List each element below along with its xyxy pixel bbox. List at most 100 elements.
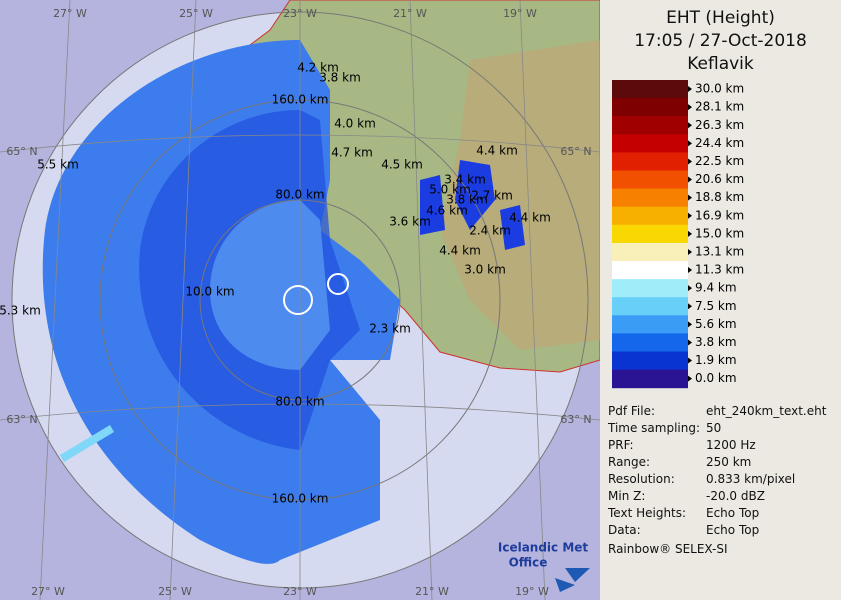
scale-label: 1.9 km xyxy=(695,353,737,367)
map-label: 10.0 km xyxy=(185,285,234,299)
scale-label: 30.0 km xyxy=(695,82,744,96)
radar-site xyxy=(327,273,349,295)
scale-band xyxy=(612,98,688,117)
scale-tick xyxy=(688,212,692,219)
scale-label: 20.6 km xyxy=(695,172,744,186)
grid-label: 65° N xyxy=(560,145,591,158)
info-value: 0.833 km/pixel xyxy=(706,472,796,486)
scale-label: 7.5 km xyxy=(695,299,737,313)
scale-band xyxy=(612,333,688,352)
scale-label: 26.3 km xyxy=(695,118,744,132)
info-row: Text Heights: Echo Top xyxy=(608,506,759,520)
info-value: 1200 Hz xyxy=(706,438,756,452)
map-label: 4.4 km xyxy=(476,144,518,158)
map-label: 4.4 km xyxy=(509,211,551,225)
graticule xyxy=(0,0,600,600)
scale-band xyxy=(612,279,688,298)
scale-tick xyxy=(688,86,692,93)
grid-label: 23° W xyxy=(283,585,317,598)
grid-label: 19° W xyxy=(503,7,537,20)
scale-label: 9.4 km xyxy=(695,281,737,295)
info-value: eht_240km_text.eht xyxy=(706,404,827,418)
map-label: 80.0 km xyxy=(275,395,324,409)
scale-label: 16.9 km xyxy=(695,208,744,222)
scale-tick xyxy=(688,158,692,165)
scale-tick xyxy=(688,104,692,111)
info-row: PRF: 1200 Hz xyxy=(608,438,756,452)
scale-label: 3.8 km xyxy=(695,335,737,349)
scale-tick xyxy=(688,285,692,292)
scale-tick xyxy=(688,140,692,147)
scale-label: 15.0 km xyxy=(695,226,744,240)
scale-band xyxy=(612,297,688,316)
info-key: PRF: xyxy=(608,438,634,452)
logo-text: Icelandic Met xyxy=(498,541,589,555)
scale-band xyxy=(612,315,688,334)
grid-label: 27° W xyxy=(53,7,87,20)
scale-tick xyxy=(688,230,692,237)
scale-band xyxy=(612,206,688,226)
map-label: 4.0 km xyxy=(334,117,376,131)
echo-cells xyxy=(420,160,525,250)
map-label: 4.7 km xyxy=(331,146,373,160)
map-label: 3.0 km xyxy=(464,263,506,277)
scale-band xyxy=(612,188,688,208)
logo-mark xyxy=(555,568,590,592)
scale-band xyxy=(612,351,688,371)
scale-tick xyxy=(688,194,692,201)
scale-tick xyxy=(688,339,692,346)
map-label: 2.3 km xyxy=(369,322,411,336)
info-value: 250 km xyxy=(706,455,752,469)
scale-tick xyxy=(688,248,692,255)
scale-band xyxy=(612,261,688,280)
scale-label: 22.5 km xyxy=(695,154,744,168)
map-label: 4.5 km xyxy=(381,158,423,172)
info-row: Data: Echo Top xyxy=(608,523,759,537)
title: EHT (Height) xyxy=(666,8,775,28)
scale-label: 5.6 km xyxy=(695,317,737,331)
map-label: 3.4 km xyxy=(444,173,486,187)
map-label: 2.7 km xyxy=(471,189,513,203)
scale-band xyxy=(612,224,688,244)
info-value: Echo Top xyxy=(706,506,760,520)
map-label: 5.5 km xyxy=(37,158,79,172)
timestamp: 17:05 / 27-Oct-2018 xyxy=(634,31,807,51)
info-row: Min Z: -20.0 dBZ xyxy=(608,489,765,503)
scale-label: 24.4 km xyxy=(695,136,744,150)
map-label: 160.0 km xyxy=(272,492,329,506)
scale-tick xyxy=(688,357,692,364)
grid-label: 63° N xyxy=(560,413,591,426)
info-row: Time sampling: 50 xyxy=(608,421,721,435)
info-key: Min Z: xyxy=(608,489,646,503)
grid-label: 65° N xyxy=(6,145,37,158)
scale-band xyxy=(612,369,688,389)
map-label: 2.4 km xyxy=(469,224,511,238)
radar-site xyxy=(283,285,313,315)
scale-label: 11.3 km xyxy=(695,263,744,277)
info-row: Pdf File: eht_240km_text.eht xyxy=(608,404,826,418)
info-key: Data: xyxy=(608,523,641,537)
info-key: Time sampling: xyxy=(608,421,701,435)
scale-band xyxy=(612,116,688,135)
map-label: 3.8 km xyxy=(319,71,361,85)
logo-text: Office xyxy=(509,556,548,570)
scale-band xyxy=(612,242,688,262)
info-row: Range: 250 km xyxy=(608,455,751,469)
map-label: 3.6 km xyxy=(389,215,431,229)
color-scale: 30.0 km 28.1 km 26.3 km 24.4 km 22.5 km 20.6 … xyxy=(612,80,744,389)
info-key: Pdf File: xyxy=(608,404,656,418)
grid-label: 25° W xyxy=(158,585,192,598)
map-label: 4.4 km xyxy=(439,244,481,258)
map-label: 5.0 km xyxy=(429,183,471,197)
grid-label: 23° W xyxy=(283,7,317,20)
map-label: 160.0 km xyxy=(272,93,329,107)
scale-tick xyxy=(688,321,692,328)
info-key: Resolution: xyxy=(608,472,675,486)
map-label: 80.0 km xyxy=(275,188,324,202)
echo-streak xyxy=(60,425,114,462)
scale-band xyxy=(612,170,688,190)
map-label: 3.8 km xyxy=(446,193,488,207)
grid-label: 27° W xyxy=(31,585,65,598)
scale-tick xyxy=(688,176,692,183)
grid-label: 21° W xyxy=(393,7,427,20)
